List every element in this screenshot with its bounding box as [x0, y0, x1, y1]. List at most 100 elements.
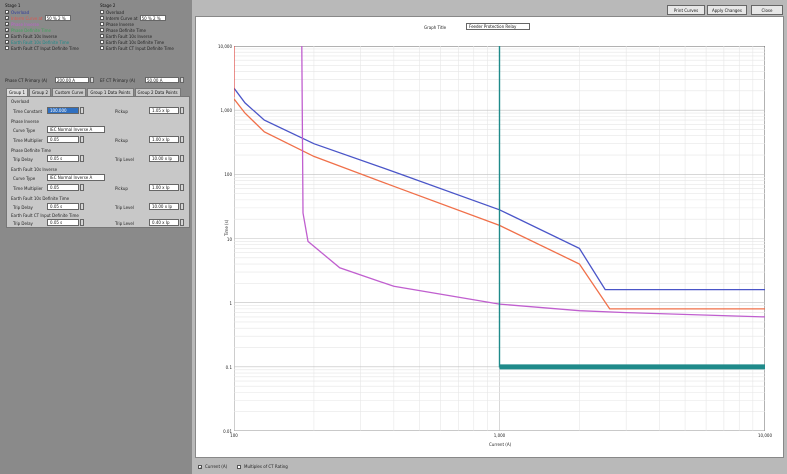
stage1-option[interactable]: Earth Fault 10s Inverse	[5, 33, 97, 39]
option-label: Overload	[106, 9, 125, 15]
stage1-option[interactable]: ✓ Phase Inverse	[5, 21, 97, 27]
print-curves-button[interactable]: Print Curves	[667, 5, 705, 15]
pi-time-mult-label: Time Multiplier	[13, 138, 43, 143]
option-label: Phase Definite Time	[106, 27, 147, 33]
tab-group-1[interactable]: Group 1	[6, 88, 28, 97]
phase-definite-title: Phase Definite Time	[11, 148, 52, 153]
stage1-option[interactable]: ✓ Earth Fault 10s Definite Time	[5, 39, 97, 45]
overload-title: Overload	[11, 99, 30, 104]
pi-pickup-spinner[interactable]	[180, 136, 184, 143]
overload-pickup-spinner[interactable]	[180, 107, 184, 114]
tab-custom-curve[interactable]: Custom Curve	[52, 88, 87, 97]
ef-pickup-label: Pickup	[115, 186, 128, 191]
ct-primary-field[interactable]: 200.00 A	[55, 77, 89, 83]
ef-pickup-spinner[interactable]	[180, 184, 184, 191]
pd-trip-level-field[interactable]: 10.00 x Ip	[149, 155, 179, 162]
time-constant-spinner[interactable]	[80, 107, 84, 114]
stage1-option[interactable]: ✓ Interm Curve at 50 % 2 %	[5, 15, 97, 21]
stage1-option[interactable]: ✓ Phase Definite Time	[5, 27, 97, 33]
option-label: Phase Inverse	[11, 21, 39, 27]
checkbox[interactable]: ✓	[5, 28, 10, 33]
ct-primary-spinner[interactable]	[90, 77, 94, 83]
interm-curve-field[interactable]: 50 % 2 %	[139, 15, 166, 21]
checkbox[interactable]	[100, 28, 104, 32]
stage2-option[interactable]: Overload	[100, 9, 190, 15]
checkbox[interactable]: ✓	[5, 22, 10, 27]
tab-bar: Group 1 Group 2 Custom Curve Group 1 Dat…	[6, 88, 181, 97]
y-tick-label: 0.01	[223, 429, 232, 434]
stage2-option[interactable]: Phase Inverse	[100, 21, 190, 27]
tab-group-1-data-points[interactable]: Group 1 Data Points	[87, 88, 134, 97]
y-tick-label: 10	[226, 236, 232, 242]
pi-curve-type-label: Curve Type	[13, 128, 36, 133]
multiples-radio[interactable]	[237, 464, 241, 469]
checkbox[interactable]	[100, 16, 104, 20]
x-axis-label: Current (A)	[489, 442, 512, 447]
ef-curve-type-dropdown[interactable]: IEC Normal Inverse A	[47, 174, 105, 181]
interm-curve-field[interactable]: 50 % 2 %	[44, 15, 71, 21]
ef-ct-primary-field[interactable]: 50.00 A	[145, 77, 179, 83]
pd-trip-delay-spinner[interactable]	[80, 155, 84, 162]
pi-pickup-field[interactable]: 1.00 x Ip	[149, 136, 179, 143]
option-label: Earth Fault 10s Definite Time	[11, 39, 70, 45]
close-button[interactable]: Close	[751, 5, 783, 15]
checkbox[interactable]	[100, 10, 104, 14]
pd-trip-delay-field[interactable]: 0.05 s	[47, 155, 79, 162]
option-label: Overload	[11, 9, 30, 15]
stage1-option[interactable]: ✓ Overload	[5, 9, 97, 15]
ef-ct-primary-spinner[interactable]	[180, 77, 184, 83]
pd-trip-level-spinner[interactable]	[180, 155, 184, 162]
checkbox[interactable]	[100, 34, 104, 38]
multiples-option[interactable]: Multiples of CT Rating	[237, 464, 288, 469]
overload-pickup-field[interactable]: 1.05 x Ip	[149, 107, 179, 114]
pi-time-mult-spinner[interactable]	[80, 136, 84, 143]
pd-trip-delay-label: Trip Delay	[13, 157, 33, 162]
time-constant-field[interactable]: 100.000	[47, 107, 79, 114]
pi-pickup-label: Pickup	[115, 138, 128, 143]
checkbox[interactable]	[5, 34, 9, 38]
apply-changes-button[interactable]: Apply Changes	[707, 5, 747, 15]
efc-trip-level-spinner[interactable]	[180, 219, 184, 226]
efd-trip-delay-spinner[interactable]	[80, 203, 84, 210]
efc-trip-level-field[interactable]: 0.40 x Ip	[149, 219, 179, 226]
checkbox[interactable]	[100, 40, 104, 44]
checkbox[interactable]	[100, 46, 104, 50]
checkbox[interactable]	[5, 46, 9, 50]
checkbox[interactable]: ✓	[5, 10, 10, 15]
pi-time-mult-field[interactable]: 0.05	[47, 136, 79, 143]
option-label: Phase Definite Time	[11, 27, 52, 33]
stage2-option[interactable]: Earth Fault CT Input Definite Time	[100, 45, 190, 51]
ef-time-mult-field[interactable]: 0.05	[47, 184, 79, 191]
current-option[interactable]: ✓ Current (A)	[198, 464, 227, 469]
option-label: Earth Fault 10s Inverse	[11, 33, 58, 39]
checkbox[interactable]	[100, 22, 104, 26]
x-tick-label: 1,000	[493, 433, 506, 438]
option-label: Earth Fault 10s Inverse	[106, 33, 153, 39]
efc-trip-delay-label: Trip Delay	[13, 221, 33, 226]
checkbox[interactable]: ✓	[5, 40, 10, 45]
tab-group-2[interactable]: Group 2	[29, 88, 51, 97]
stage2-option[interactable]: Interm Curve at 50 % 2 %	[100, 15, 190, 21]
pi-curve-type-dropdown[interactable]: IEC Normal Inverse A	[47, 126, 105, 133]
ef-inverse-title: Earth Fault 10s Inverse	[11, 167, 58, 172]
efd-trip-delay-field[interactable]: 0.05 s	[47, 203, 79, 210]
efc-trip-delay-field[interactable]: 0.05 s	[47, 219, 79, 226]
graph-title-field[interactable]: Feeder Protection Relay	[466, 23, 530, 30]
efc-trip-delay-spinner[interactable]	[80, 219, 84, 226]
x-tick-label: 10,000	[758, 433, 772, 438]
checkbox[interactable]: ✓	[5, 16, 10, 21]
ef-time-mult-spinner[interactable]	[80, 184, 84, 191]
stage2-option[interactable]: Phase Definite Time	[100, 27, 190, 33]
efd-trip-level-spinner[interactable]	[180, 203, 184, 210]
current-radio[interactable]: ✓	[198, 464, 203, 470]
overload-pickup-label: Pickup	[115, 109, 128, 114]
stage2-option[interactable]: Earth Fault 10s Definite Time	[100, 39, 190, 45]
tab-group-2-data-points[interactable]: Group 2 Data Points	[134, 88, 181, 97]
stage2-option[interactable]: Earth Fault 10s Inverse	[100, 33, 190, 39]
stage1-option[interactable]: Earth Fault CT Input Definite Time	[5, 45, 97, 51]
efd-trip-level-field[interactable]: 10.00 x Ip	[149, 203, 179, 210]
y-tick-label: 10,000	[218, 44, 232, 49]
ef-pickup-field[interactable]: 1.00 x Ip	[149, 184, 179, 191]
option-label: Earth Fault 10s Definite Time	[106, 39, 165, 45]
series-line-0	[234, 87, 765, 291]
